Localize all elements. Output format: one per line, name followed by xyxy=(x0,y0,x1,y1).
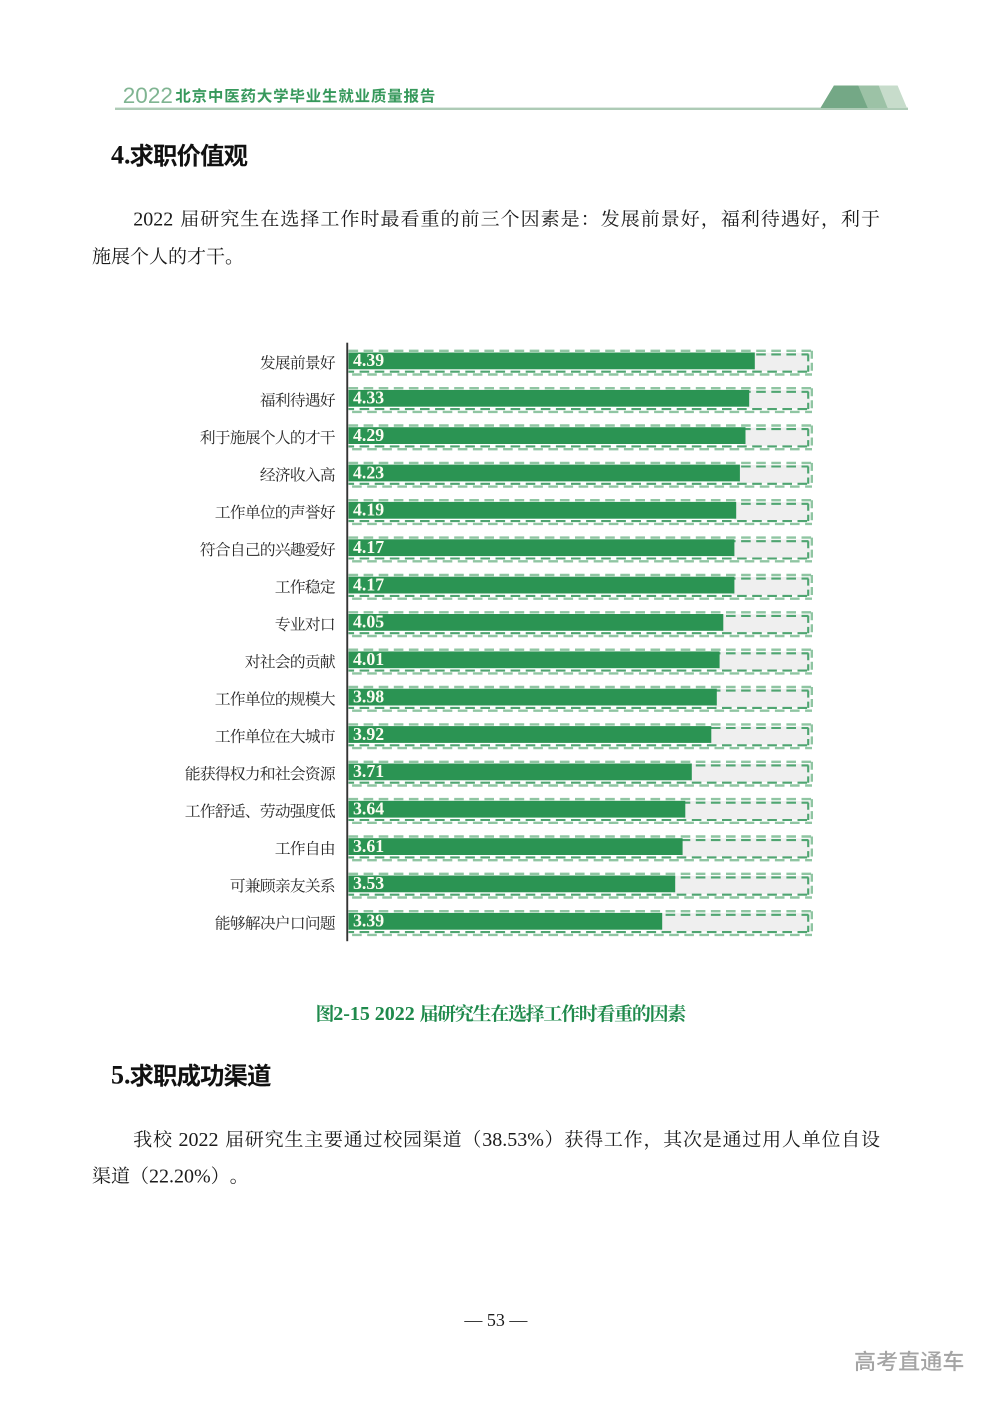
svg-text:4.33: 4.33 xyxy=(353,388,384,408)
svg-text:4.17: 4.17 xyxy=(353,537,384,557)
svg-text:3.71: 3.71 xyxy=(353,761,384,781)
svg-text:2022: 2022 xyxy=(123,83,173,108)
svg-text:5.: 5. xyxy=(111,1060,131,1089)
svg-text:3.98: 3.98 xyxy=(353,686,384,706)
svg-text:4.29: 4.29 xyxy=(353,425,384,445)
svg-text:2-15: 2-15 xyxy=(333,1003,370,1025)
svg-text:4.23: 4.23 xyxy=(353,462,384,482)
svg-text:3.53: 3.53 xyxy=(353,873,384,893)
svg-text:3.64: 3.64 xyxy=(353,799,384,819)
svg-text:4.17: 4.17 xyxy=(353,574,384,594)
svg-text:— 53 —: — 53 — xyxy=(463,1310,528,1330)
svg-text:3.92: 3.92 xyxy=(353,724,384,744)
svg-text:4.19: 4.19 xyxy=(353,500,384,520)
svg-text:3.61: 3.61 xyxy=(353,836,384,856)
svg-text:4.01: 4.01 xyxy=(353,649,384,669)
svg-text:2022: 2022 xyxy=(375,1003,415,1025)
svg-text:4.: 4. xyxy=(111,140,131,169)
svg-text:4.05: 4.05 xyxy=(353,612,384,632)
svg-text:22.20%: 22.20% xyxy=(149,1166,211,1188)
svg-text:4.39: 4.39 xyxy=(353,350,384,370)
svg-text:2022: 2022 xyxy=(179,1129,219,1151)
svg-text:3.39: 3.39 xyxy=(353,911,384,931)
svg-text:2022: 2022 xyxy=(133,209,173,231)
svg-text:38.53%: 38.53% xyxy=(482,1129,544,1151)
